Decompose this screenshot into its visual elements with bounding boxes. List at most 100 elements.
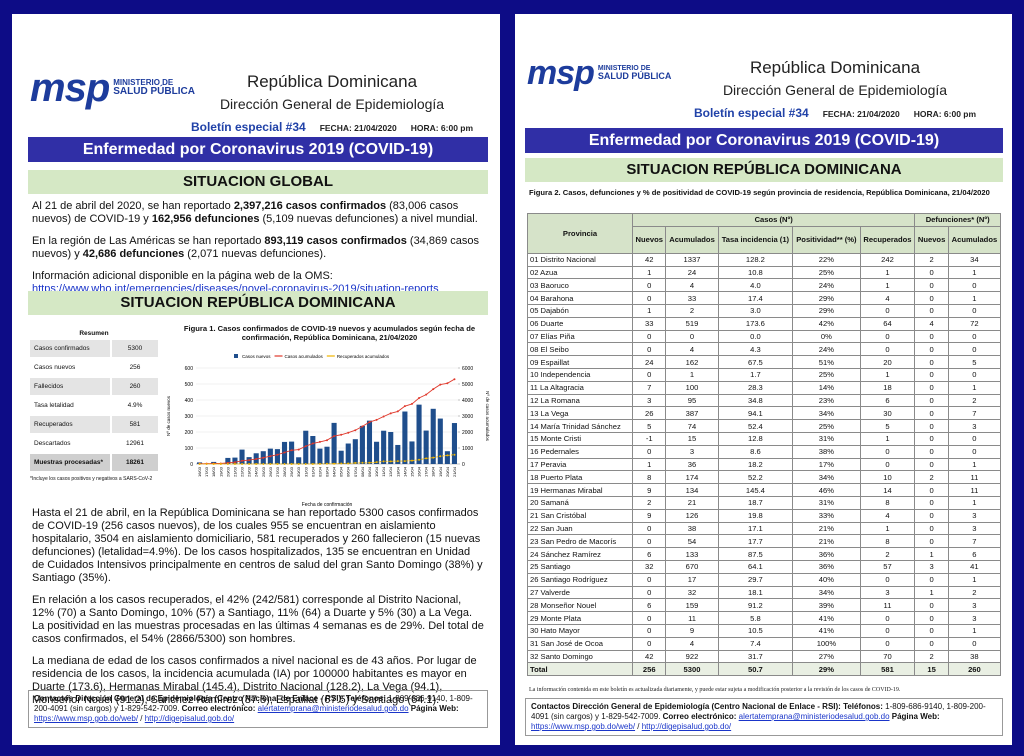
x-tick-label: 17/04	[424, 466, 429, 477]
cell: 8	[631, 470, 667, 485]
cell: 0%	[792, 329, 861, 344]
summary-value: 260	[110, 377, 158, 397]
point	[354, 429, 357, 432]
cell: 4.3	[717, 342, 794, 357]
cell: 0	[914, 598, 949, 613]
table-note: La información contenida en este boletín…	[529, 687, 901, 693]
province-cell: 14 María Trinidad Sánchez	[527, 419, 633, 433]
cell: 0	[859, 457, 916, 472]
province-cell: 10 Independencia	[527, 367, 633, 382]
cell: 0	[947, 342, 1002, 357]
province-cell: 03 Baoruco	[527, 278, 633, 293]
text-run: 1-809-686-9140, 1-809-200-4091 (sin carg…	[34, 694, 473, 713]
summary-value: 256	[110, 358, 158, 378]
cell: 38	[947, 649, 1002, 664]
x-tick-label: 15/04	[409, 466, 414, 477]
column-header: Positividad** (%)	[792, 225, 861, 254]
cell: 670	[665, 559, 719, 574]
table-row: 30 Hato Mayor 0 9 10.5 41% 0 0 1	[527, 623, 1002, 638]
point	[410, 402, 413, 405]
province-cell: 02 Azua	[527, 265, 633, 280]
cell: 33%	[792, 508, 861, 523]
x-tick-label: 10/04	[374, 466, 379, 477]
cell: 36	[665, 457, 719, 472]
point	[241, 462, 244, 465]
bar	[430, 408, 436, 464]
cell: 134	[665, 483, 719, 497]
cell: 6	[631, 598, 667, 613]
bulletin-line: Boletín especial #34 FECHA: 21/04/2020 H…	[685, 106, 985, 120]
cell: 162	[665, 355, 719, 369]
cell: 1	[947, 380, 1002, 395]
cell: 17	[665, 572, 719, 587]
x-tick-label: 11/04	[381, 466, 386, 476]
cell: 1.7	[717, 367, 794, 382]
cell: 74	[665, 419, 719, 433]
column-header: Nuevos	[914, 225, 949, 254]
text-run: (5,109 nuevas defunciones) a nivel mundi…	[259, 213, 478, 225]
text-run: 893,119 casos confirmados	[264, 235, 407, 247]
table-row: 16 Pedernales 0 3 8.6 38% 0 0 0	[527, 444, 1002, 459]
province-cell: Total	[527, 662, 633, 677]
x-tick-label: 31/03	[303, 466, 308, 477]
point	[389, 412, 392, 415]
bar	[388, 432, 394, 464]
ministry-line: MINISTERIO DE	[113, 78, 174, 88]
cell: 1	[859, 431, 916, 446]
cell: 4	[665, 636, 719, 651]
text-run: Teléfonos:	[843, 702, 886, 711]
point	[432, 456, 435, 459]
cell: 64.1	[717, 559, 794, 574]
summary-value: 581	[110, 415, 158, 435]
ministry-line: SALUD PÚBLICA	[113, 86, 195, 98]
text-run: Correo electrónico:	[181, 704, 258, 713]
x-tick-label: 28/03	[282, 466, 287, 477]
x-tick-label: 29/03	[289, 466, 294, 477]
point	[333, 462, 336, 465]
date: FECHA: 21/04/2020	[319, 123, 397, 133]
cell: 4.0	[717, 278, 794, 293]
cell: 0	[914, 495, 949, 510]
cell: 1	[859, 521, 916, 536]
cell: 2	[914, 470, 949, 485]
cell: 0	[859, 329, 916, 344]
province-cell: 12 La Romana	[527, 393, 633, 408]
total-row: Total 256 5300 50.7 29% 581 15 260	[527, 662, 1002, 677]
header-row: Provincia Casos (Nº) Defunciones* (Nº)	[527, 213, 1001, 254]
cell: 31%	[792, 495, 861, 510]
cell: 94.1	[717, 406, 794, 421]
cell: 0	[631, 444, 667, 459]
time: HORA: 6:00 pm	[913, 109, 977, 119]
x-tick-label: 02/04	[317, 466, 322, 477]
cell: 0	[631, 611, 667, 625]
summary-label: Descartados	[30, 434, 111, 454]
cell: 67.5	[717, 355, 794, 369]
y2-tick-label: 3000	[462, 414, 473, 420]
cell: 50.7	[717, 662, 794, 677]
cell: 0.0	[717, 329, 794, 344]
point	[439, 455, 442, 458]
point	[403, 460, 406, 463]
cell: 17%	[792, 457, 861, 472]
province-cell: 29 Monte Plata	[527, 611, 633, 625]
point	[410, 459, 413, 462]
cell: 4	[665, 278, 719, 293]
point	[311, 442, 314, 445]
cell: 41%	[792, 623, 861, 638]
cell: 0	[914, 303, 949, 318]
point	[375, 418, 378, 421]
cell: 41%	[792, 611, 861, 625]
cell: 42	[631, 252, 667, 267]
cell: 34.8	[717, 393, 794, 408]
logo-mark: msp	[527, 54, 595, 92]
x-tick-label: 30/03	[296, 466, 301, 477]
header: República Dominicana Dirección General d…	[187, 72, 477, 134]
cell: 1	[914, 585, 949, 600]
point	[276, 462, 279, 465]
province-cell: 20 Samaná	[527, 495, 633, 510]
point	[396, 410, 399, 413]
cell: 0	[914, 457, 949, 472]
cell: 0	[631, 636, 667, 651]
point	[368, 421, 371, 424]
bar	[381, 430, 387, 464]
